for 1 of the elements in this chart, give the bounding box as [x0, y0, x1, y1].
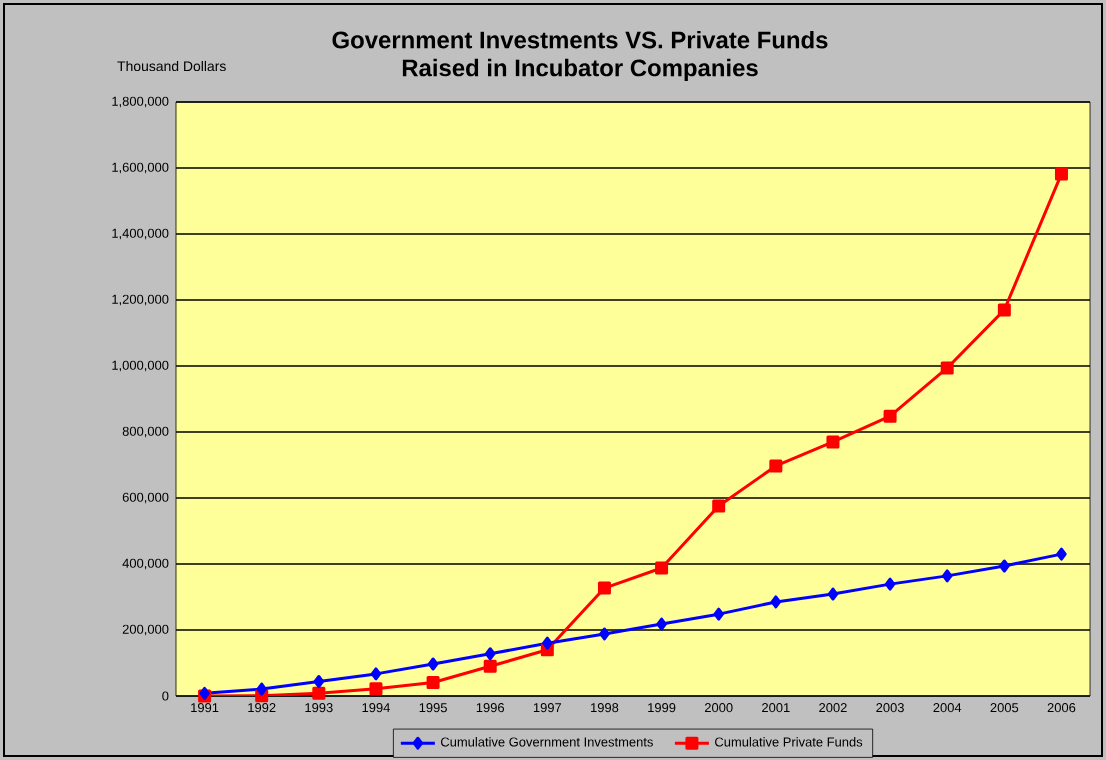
- chart-title: Government Investments VS. Private Funds Raised in Incubator Companies: [332, 30, 828, 82]
